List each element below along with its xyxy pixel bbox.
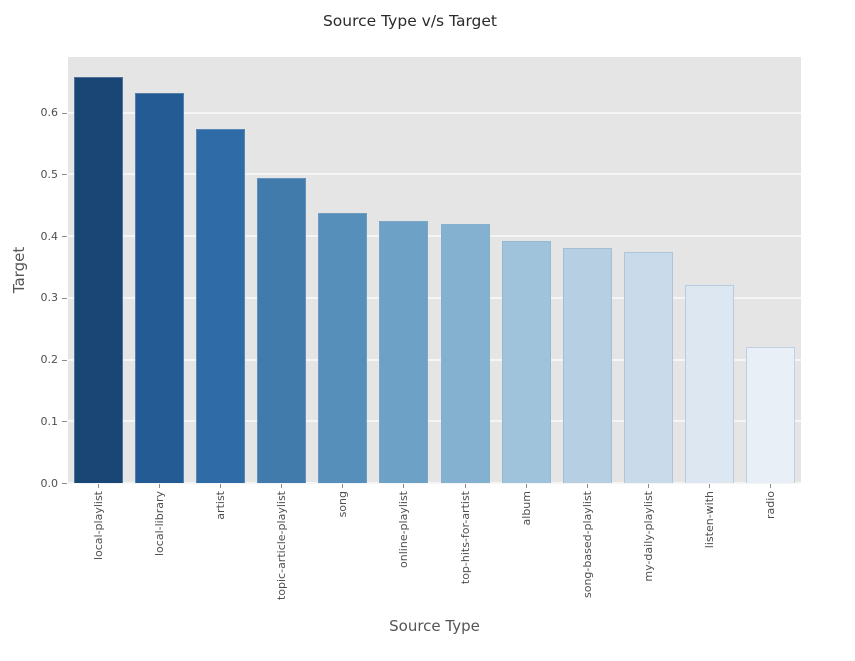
xtick-label-text: online-playlist (397, 491, 411, 568)
ytick-label-0.0: 0.0 (40, 476, 59, 490)
bar-song (318, 213, 368, 483)
xtick-label-text: song-based-playlist (580, 491, 594, 599)
ytick-mark (62, 359, 67, 361)
xtick-label-text: my-daily-playlist (641, 491, 655, 582)
gridline-0.4 (68, 235, 801, 238)
ytick-mark (62, 112, 67, 114)
xtick-label-text: radio (763, 491, 777, 520)
gridline-0.3 (68, 296, 801, 299)
xtick-label-topic-article-playlist: topic-article-playlist (275, 491, 384, 600)
bar-album (501, 240, 551, 483)
xtick-mark (769, 484, 771, 488)
xtick-label-text: top-hits-for-artist (458, 491, 472, 585)
xtick-mark (98, 484, 100, 488)
ytick-label-0.4: 0.4 (40, 229, 59, 243)
xtick-label-local-library: local-library (153, 491, 218, 556)
ytick-mark (62, 297, 67, 299)
ytick-label-0.5: 0.5 (40, 167, 59, 181)
xtick-label-local-playlist: local-playlist (92, 491, 161, 560)
xtick-label-text: song (336, 491, 350, 518)
bar-local-playlist (74, 77, 124, 483)
gridline-0.2 (68, 358, 801, 361)
xtick-mark (586, 484, 588, 488)
xtick-mark (342, 484, 344, 488)
chart-title: Source Type v/s Target (322, 12, 498, 30)
ytick-mark (62, 174, 67, 176)
ytick-mark (62, 421, 67, 423)
bar-my-daily-playlist (623, 252, 673, 483)
xtick-label-artist: artist (214, 491, 243, 520)
ytick-mark (62, 236, 67, 238)
gridline-0.1 (68, 420, 801, 423)
bar-top-hits-for-artist (440, 224, 490, 483)
gridline-0.6 (68, 111, 801, 114)
bar-radio (745, 347, 795, 483)
bar-listen-with (684, 284, 734, 483)
xtick-label-song: song (336, 491, 362, 517)
xtick-label-text: artist (214, 491, 228, 520)
bar-topic-article-playlist (257, 178, 307, 483)
xtick-label-text: local-library (153, 491, 167, 556)
xtick-mark (708, 484, 710, 488)
bar-song-based-playlist (562, 248, 612, 483)
ytick-label-0.6: 0.6 (40, 106, 59, 120)
gridline-0.0 (68, 482, 801, 484)
xtick-label-radio: radio (764, 491, 792, 519)
xtick-label-text: album (519, 491, 533, 526)
bar-local-library (135, 93, 185, 483)
xtick-label-text: topic-article-playlist (275, 491, 289, 601)
ytick-label-0.3: 0.3 (40, 291, 59, 305)
xtick-label-text: local-playlist (92, 491, 106, 561)
xtick-mark (525, 484, 527, 488)
y-axis-label: Target (10, 247, 56, 293)
xtick-mark (647, 484, 649, 488)
ytick-label-0.2: 0.2 (40, 353, 59, 367)
plot-area (68, 57, 801, 484)
xtick-label-listen-with: listen-with (703, 491, 760, 548)
ytick-label-0.1: 0.1 (40, 414, 59, 428)
xtick-mark (159, 484, 161, 488)
bar-artist (196, 129, 246, 483)
gridline-0.5 (68, 173, 801, 176)
xtick-mark (220, 484, 222, 488)
xtick-mark (464, 484, 466, 488)
xtick-label-text: listen-with (702, 491, 716, 549)
xtick-mark (403, 484, 405, 488)
x-axis-label: Source Type (389, 617, 480, 635)
xtick-label-album: album (520, 491, 554, 525)
xtick-mark (281, 484, 283, 488)
y-axis-label-text: Target (10, 246, 28, 294)
ytick-mark (62, 483, 67, 484)
bar-online-playlist (379, 220, 429, 483)
